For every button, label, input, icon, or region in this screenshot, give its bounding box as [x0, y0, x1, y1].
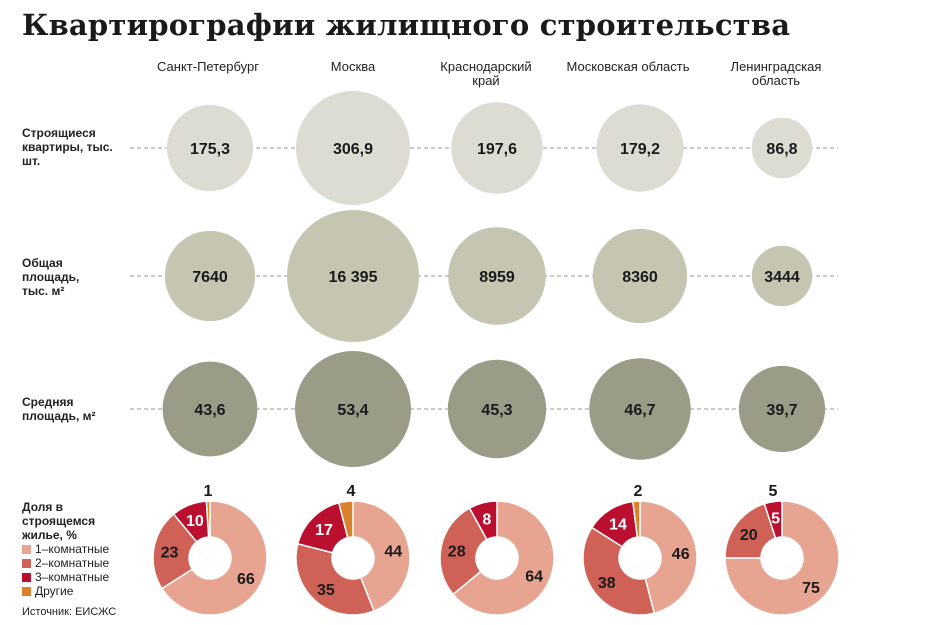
donut-segment: [337, 500, 354, 539]
row-label-total-area: Общая площадь, тыс. м²: [22, 256, 80, 298]
donut-value-label: 23: [161, 545, 179, 562]
bubble-value-label: 3444: [764, 269, 800, 286]
bubble-value-label: 8959: [479, 269, 515, 286]
donut-value-label: 14: [609, 516, 627, 533]
row-label-apartments: Строящиеся квартиры, тыс. шт.: [22, 126, 113, 168]
bubble-value-label: 45,3: [481, 402, 512, 419]
column-header-moscow-oblast: Московская область: [566, 59, 690, 74]
donut-value-label: 17: [315, 522, 333, 539]
donut-value-label: 5: [771, 511, 780, 528]
donut-value-label: 66: [237, 571, 255, 588]
bubble: [592, 228, 688, 324]
bubble: [589, 358, 691, 460]
bubble: [751, 117, 813, 179]
bubble: [162, 361, 258, 457]
donut-small-value-label: 5: [769, 483, 778, 500]
donut-other-value-label: 1: [204, 483, 213, 500]
bubble-value-label: 39,7: [766, 402, 797, 419]
donut-segment: [205, 500, 211, 538]
bubble: [451, 102, 543, 194]
bubble: [596, 104, 684, 192]
donut-value-label: 44: [384, 543, 402, 560]
bubble: [296, 91, 410, 205]
legend-title: Доля в строящемся жилье, %: [22, 500, 96, 542]
bubble: [164, 230, 256, 322]
donut-segment: [639, 500, 698, 615]
bubble-value-label: 43,6: [194, 402, 225, 419]
donut-value-label: 8: [482, 511, 491, 528]
donut-value-label: 46: [672, 546, 690, 563]
bubble-value-label: 179,2: [620, 141, 660, 158]
page-title: Квартирографии жилищного строительства: [22, 8, 791, 42]
legend-item-three-room: 3–комнатные: [22, 570, 122, 584]
legend-label: 3–комнатные: [35, 570, 110, 584]
row-label-avg-area: Средняя площадь, м²: [22, 395, 96, 423]
bubble-value-label: 7640: [192, 269, 228, 286]
donut-other-value-label: 4: [347, 483, 356, 500]
donut-segment: [452, 500, 555, 616]
donut-value-label: 20: [740, 527, 758, 544]
legend-item-other: Другие: [22, 584, 122, 598]
donut-value-label: 75: [802, 580, 820, 597]
donut-segment: [582, 526, 656, 616]
column-header-krasnodar: Краснодарский край: [440, 59, 532, 88]
bubble: [738, 365, 826, 453]
bubble-value-label: 86,8: [766, 141, 797, 158]
bubble: [751, 245, 813, 307]
bubble-value-label: 197,6: [477, 141, 517, 158]
donut-segment: [724, 500, 840, 616]
column-header-spb: Санкт-Петербург: [157, 59, 259, 74]
donut-value-label: 35: [317, 582, 335, 599]
bubble-value-label: 16 395: [329, 269, 378, 286]
legend-label: 1–комнатные: [35, 542, 110, 556]
bubble: [447, 359, 547, 459]
legend-label: 2–комнатные: [35, 556, 110, 570]
donut-segment: [152, 513, 198, 590]
donut-segment: [468, 500, 498, 541]
donut-segment: [724, 502, 777, 559]
bubble-value-label: 53,4: [337, 402, 368, 419]
legend-swatch: [22, 558, 31, 568]
donut-segment: [295, 542, 375, 616]
donut-value-label: 28: [448, 543, 466, 560]
donut-segment: [632, 500, 641, 539]
donut-value-label: 64: [525, 569, 543, 586]
legend-swatch: [22, 572, 31, 582]
legend-swatch: [22, 544, 31, 554]
bubble: [448, 227, 546, 325]
legend-item-one-room: 1–комнатные: [22, 542, 122, 556]
column-header-leningrad-oblast: Ленинградская область: [730, 59, 822, 88]
bubble: [295, 351, 411, 467]
donut-segment: [763, 500, 783, 539]
column-header-moscow: Москва: [330, 59, 376, 74]
legend-label: Другие: [35, 584, 74, 598]
legend-item-two-room: 2–комнатные: [22, 556, 122, 570]
donut-segment: [439, 507, 488, 596]
source-note: Источник: ЕИСЖС: [22, 606, 117, 618]
legend: Доля в строящемся жилье, % 1–комнатные 2…: [22, 500, 122, 598]
donut-value-label: 38: [598, 575, 616, 592]
bubble-value-label: 175,3: [190, 141, 230, 158]
bubble-value-label: 8360: [622, 269, 658, 286]
bubble-value-label: 46,7: [624, 402, 655, 419]
donut-segment: [160, 500, 268, 616]
donut-segment: [352, 500, 411, 612]
bubble: [166, 104, 254, 192]
bubble: [287, 210, 419, 342]
legend-swatch: [22, 586, 31, 596]
bubble-value-label: 306,9: [333, 141, 373, 158]
donut-other-value-label: 2: [634, 483, 643, 500]
donut-value-label: 10: [186, 513, 204, 530]
